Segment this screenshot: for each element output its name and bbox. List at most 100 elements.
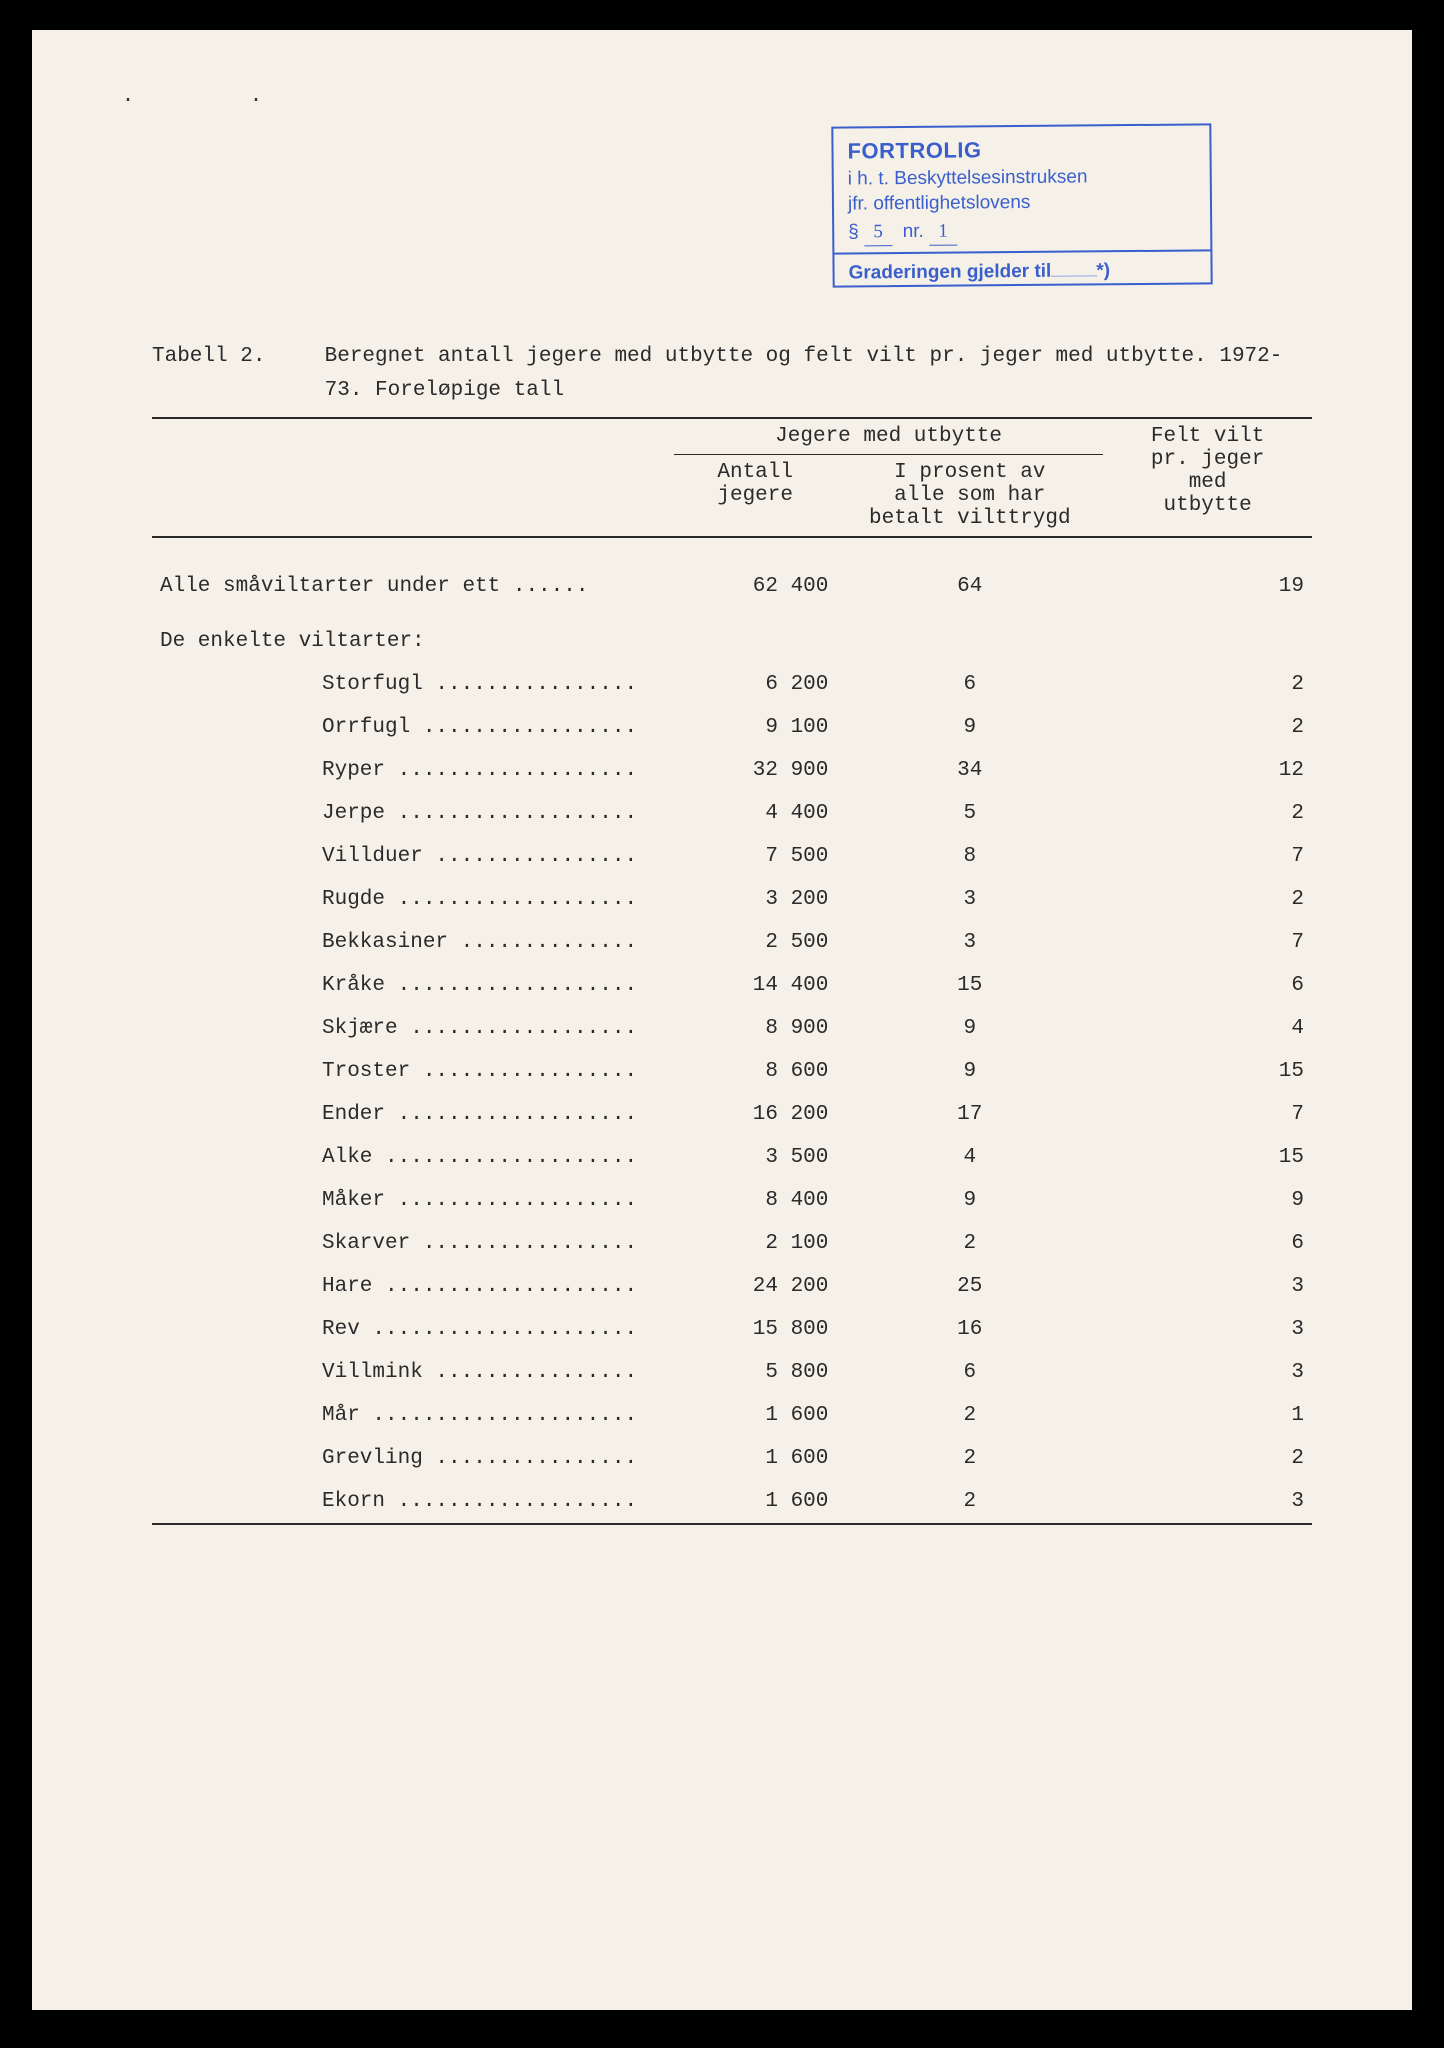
table-row: Troster .................8 600915 xyxy=(152,1050,1312,1093)
species-per-hunter: 2 xyxy=(1103,1437,1312,1480)
species-hunters: 32 900 xyxy=(674,749,836,792)
section-label: De enkelte viltarter: xyxy=(152,608,1312,663)
total-row: Alle småviltarter under ett ...... 62 40… xyxy=(152,565,1312,608)
total-per-hunter: 19 xyxy=(1103,565,1312,608)
species-percent: 17 xyxy=(836,1093,1103,1136)
corner-marks: . . xyxy=(122,85,282,108)
stamp-title: FORTROLIG xyxy=(847,133,1195,166)
species-percent: 6 xyxy=(836,663,1103,706)
species-hunters: 1 600 xyxy=(674,1480,836,1524)
species-percent: 9 xyxy=(836,1007,1103,1050)
species-hunters: 8 900 xyxy=(674,1007,836,1050)
header-col3d: utbytte xyxy=(1163,494,1251,517)
caption-label: Tabell 2. xyxy=(152,340,312,374)
total-label: Alle småviltarter under ett ...... xyxy=(152,565,674,608)
section-symbol: § xyxy=(848,221,859,242)
species-hunters: 14 400 xyxy=(674,964,836,1007)
blank-header xyxy=(152,418,674,537)
species-label: Ender ................... xyxy=(152,1093,674,1136)
header-col3b: pr. jeger xyxy=(1151,448,1264,471)
species-label: Orrfugl ................. xyxy=(152,706,674,749)
species-label: Alke .................... xyxy=(152,1136,674,1179)
species-hunters: 24 200 xyxy=(674,1265,836,1308)
species-rows: Storfugl ................6 20062Orrfugl … xyxy=(152,663,1312,1524)
species-per-hunter: 3 xyxy=(1103,1480,1312,1524)
species-per-hunter: 4 xyxy=(1103,1007,1312,1050)
species-per-hunter: 2 xyxy=(1103,878,1312,921)
species-percent: 5 xyxy=(836,792,1103,835)
species-per-hunter: 3 xyxy=(1103,1265,1312,1308)
species-percent: 15 xyxy=(836,964,1103,1007)
header-col2c: betalt vilttrygd xyxy=(869,507,1071,530)
species-per-hunter: 2 xyxy=(1103,706,1312,749)
species-per-hunter: 7 xyxy=(1103,921,1312,964)
table-row: Villmink ................5 80063 xyxy=(152,1351,1312,1394)
caption-text: Beregnet antall jegere med utbytte og fe… xyxy=(325,340,1285,407)
header-per-hunter: Felt vilt pr. jeger med utbytte xyxy=(1103,418,1312,537)
species-label: Skarver ................. xyxy=(152,1222,674,1265)
table-row: Rev .....................15 800163 xyxy=(152,1308,1312,1351)
table-row: Ender ...................16 200177 xyxy=(152,1093,1312,1136)
species-label: Ekorn ................... xyxy=(152,1480,674,1524)
species-label: Kråke ................... xyxy=(152,964,674,1007)
stamp-section-row: § 5 nr. 1 xyxy=(848,216,1196,246)
species-percent: 9 xyxy=(836,1050,1103,1093)
species-percent: 34 xyxy=(836,749,1103,792)
species-label: Skjære .................. xyxy=(152,1007,674,1050)
species-per-hunter: 15 xyxy=(1103,1136,1312,1179)
species-hunters: 5 800 xyxy=(674,1351,836,1394)
confidential-stamp: FORTROLIG i h. t. Beskyttelsesinstruksen… xyxy=(831,123,1212,288)
species-hunters: 4 400 xyxy=(674,792,836,835)
species-hunters: 8 600 xyxy=(674,1050,836,1093)
species-percent: 8 xyxy=(836,835,1103,878)
header-col3c: med xyxy=(1189,471,1227,494)
table-row: Hare ....................24 200253 xyxy=(152,1265,1312,1308)
total-hunters: 62 400 xyxy=(674,565,836,608)
species-hunters: 15 800 xyxy=(674,1308,836,1351)
table-row: Ekorn ...................1 60023 xyxy=(152,1480,1312,1524)
species-hunters: 1 600 xyxy=(674,1394,836,1437)
species-percent: 6 xyxy=(836,1351,1103,1394)
species-per-hunter: 3 xyxy=(1103,1308,1312,1351)
section-number: 5 xyxy=(864,219,892,246)
species-label: Ryper ................... xyxy=(152,749,674,792)
header-percent: I prosent av alle som har betalt vilttry… xyxy=(836,455,1103,538)
species-per-hunter: 7 xyxy=(1103,1093,1312,1136)
header-group-hunters: Jegere med utbytte xyxy=(674,418,1103,455)
species-percent: 25 xyxy=(836,1265,1103,1308)
species-hunters: 3 200 xyxy=(674,878,836,921)
table-row: Villduer ................7 50087 xyxy=(152,835,1312,878)
species-label: Jerpe ................... xyxy=(152,792,674,835)
stamp-line-2: i h. t. Beskyttelsesinstruksen xyxy=(848,163,1196,192)
species-hunters: 2 500 xyxy=(674,921,836,964)
table-row: Orrfugl .................9 10092 xyxy=(152,706,1312,749)
table-row: Alke ....................3 500415 xyxy=(152,1136,1312,1179)
species-label: Rev ..................... xyxy=(152,1308,674,1351)
species-label: Rugde ................... xyxy=(152,878,674,921)
species-percent: 2 xyxy=(836,1394,1103,1437)
species-percent: 3 xyxy=(836,921,1103,964)
species-per-hunter: 6 xyxy=(1103,1222,1312,1265)
species-hunters: 16 200 xyxy=(674,1093,836,1136)
species-percent: 9 xyxy=(836,1179,1103,1222)
table-row: Rugde ...................3 20032 xyxy=(152,878,1312,921)
species-per-hunter: 6 xyxy=(1103,964,1312,1007)
species-label: Villmink ................ xyxy=(152,1351,674,1394)
spacer xyxy=(152,537,1312,565)
header-col3a: Felt vilt xyxy=(1151,425,1264,448)
species-per-hunter: 15 xyxy=(1103,1050,1312,1093)
header-col2a: I prosent av xyxy=(894,461,1045,484)
species-per-hunter: 12 xyxy=(1103,749,1312,792)
species-percent: 4 xyxy=(836,1136,1103,1179)
nr-value: 1 xyxy=(929,219,957,246)
table-row: Mår .....................1 60021 xyxy=(152,1394,1312,1437)
table-body: Alle småviltarter under ett ...... 62 40… xyxy=(152,565,1312,663)
species-percent: 9 xyxy=(836,706,1103,749)
species-label: Troster ................. xyxy=(152,1050,674,1093)
section-header-row: De enkelte viltarter: xyxy=(152,608,1312,663)
species-label: Mår ..................... xyxy=(152,1394,674,1437)
table-row: Grevling ................1 60022 xyxy=(152,1437,1312,1480)
stamp-footer-blank xyxy=(1051,275,1096,276)
species-per-hunter: 3 xyxy=(1103,1351,1312,1394)
species-per-hunter: 9 xyxy=(1103,1179,1312,1222)
